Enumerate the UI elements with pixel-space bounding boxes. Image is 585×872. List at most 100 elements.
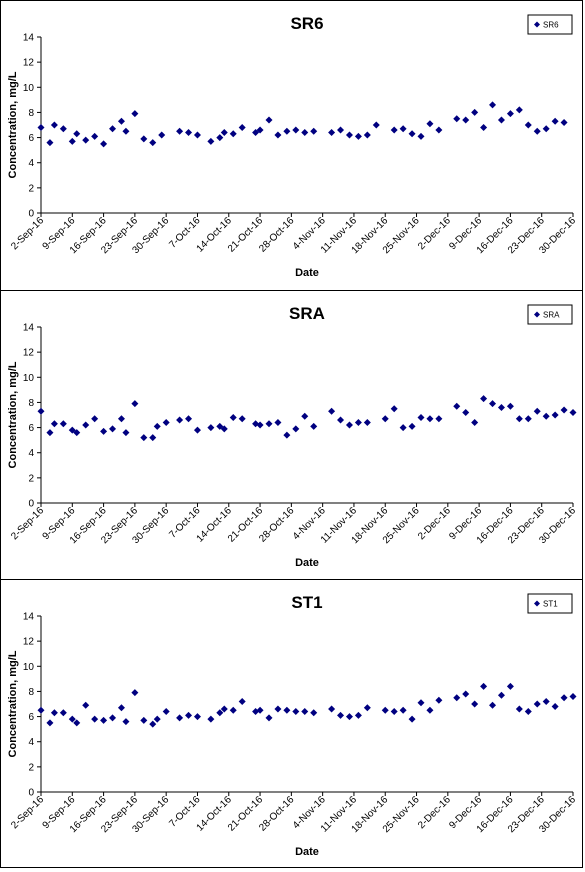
data-point	[109, 125, 117, 133]
y-tick-label: 2	[28, 473, 34, 484]
data-point	[100, 716, 108, 724]
data-point	[363, 131, 371, 139]
x-axis-label: Date	[295, 557, 319, 569]
data-point	[435, 696, 443, 704]
data-point	[274, 705, 282, 713]
data-point	[193, 426, 201, 434]
data-point	[149, 139, 157, 147]
data-point	[524, 121, 532, 129]
y-tick-label: 12	[23, 637, 35, 648]
data-point	[408, 422, 416, 430]
data-point	[524, 415, 532, 423]
y-tick-label: 6	[28, 712, 34, 723]
data-point	[252, 708, 260, 716]
y-tick-label: 12	[23, 348, 35, 359]
legend-label: ST1	[543, 600, 558, 609]
y-tick-label: 0	[28, 209, 34, 220]
data-point	[292, 126, 300, 134]
data-point	[265, 420, 273, 428]
data-point	[193, 131, 201, 139]
data-point	[560, 694, 568, 702]
data-point	[301, 708, 309, 716]
y-tick-label: 8	[28, 687, 34, 698]
data-point	[328, 129, 336, 137]
data-point	[471, 108, 479, 116]
data-point	[497, 403, 505, 411]
data-point	[274, 131, 282, 139]
chart-svg-sr6: SR6024681012142-Sep-169-Sep-1616-Sep-162…	[7, 14, 578, 279]
data-point	[453, 115, 461, 123]
data-point	[91, 715, 99, 723]
data-point	[533, 407, 541, 415]
data-point	[109, 425, 117, 433]
data-point	[417, 699, 425, 707]
x-tick-label: 28-Oct-16	[257, 215, 297, 255]
data-point	[162, 708, 170, 716]
y-axis-label: Concentration, mg/L	[7, 361, 19, 468]
data-point	[515, 106, 523, 114]
legend-label: SR6	[543, 21, 559, 30]
data-point	[489, 701, 497, 709]
data-point	[310, 127, 318, 135]
data-point	[140, 716, 148, 724]
data-point	[480, 682, 488, 690]
data-point	[59, 125, 67, 133]
chart-title: ST1	[291, 593, 322, 612]
data-point	[506, 682, 514, 690]
y-tick-label: 0	[28, 499, 34, 510]
data-point	[354, 711, 362, 719]
data-point	[399, 424, 407, 432]
data-point	[301, 412, 309, 420]
data-point	[497, 691, 505, 699]
data-point	[82, 136, 90, 144]
data-point	[381, 415, 389, 423]
data-point	[185, 129, 193, 137]
chart-svg-sra: SRA024681012142-Sep-169-Sep-1616-Sep-162…	[7, 304, 578, 569]
data-point	[149, 434, 157, 442]
data-point	[426, 415, 434, 423]
data-point	[435, 126, 443, 134]
data-point	[515, 705, 523, 713]
data-point	[73, 130, 81, 138]
data-point	[515, 415, 523, 423]
legend-box	[527, 14, 573, 35]
data-point	[345, 421, 353, 429]
data-point	[238, 697, 246, 705]
y-tick-label: 8	[28, 398, 34, 409]
data-point	[310, 709, 318, 717]
data-point	[345, 131, 353, 139]
data-point	[462, 116, 470, 124]
data-point	[59, 709, 67, 717]
data-point	[37, 124, 45, 132]
x-tick-label: 2-Dec-16	[416, 505, 453, 542]
data-point	[100, 427, 108, 435]
data-point	[149, 720, 157, 728]
data-point	[229, 414, 237, 422]
data-point	[50, 420, 58, 428]
data-point	[426, 120, 434, 128]
data-point	[399, 706, 407, 714]
data-point	[109, 714, 117, 722]
data-point	[372, 121, 380, 129]
y-tick-label: 2	[28, 762, 34, 773]
data-point	[569, 408, 577, 416]
data-point	[68, 715, 76, 723]
data-point	[417, 132, 425, 140]
y-tick-label: 4	[28, 158, 34, 169]
series-sr6	[37, 101, 568, 148]
data-point	[506, 110, 514, 118]
y-tick-label: 0	[28, 788, 34, 799]
data-point	[560, 118, 568, 126]
data-point	[283, 706, 291, 714]
y-tick-label: 12	[23, 58, 35, 69]
data-point	[569, 692, 577, 700]
data-point	[37, 706, 45, 714]
data-point	[435, 415, 443, 423]
data-point	[176, 416, 184, 424]
data-point	[337, 711, 345, 719]
legend-marker	[534, 21, 540, 28]
y-tick-label: 14	[23, 323, 35, 334]
chart-title: SR6	[290, 14, 323, 33]
data-point	[390, 708, 398, 716]
data-point	[283, 127, 291, 135]
